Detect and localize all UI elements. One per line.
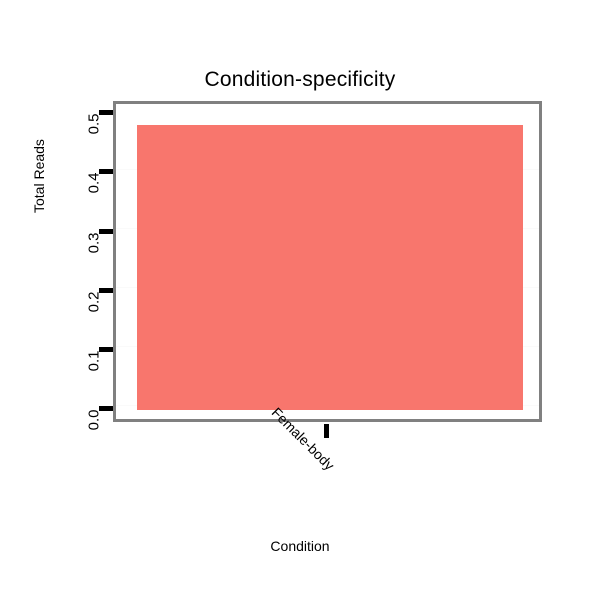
y-tick-label-0.3: 0.3 [85, 232, 103, 254]
y-tick-mark-0.1 [99, 347, 113, 352]
y-tick-mark-0.5 [99, 110, 113, 115]
y-axis-title: Total Reads [31, 139, 47, 213]
y-tick-label-0.2: 0.2 [85, 291, 103, 313]
x-tick-mark-female-body [324, 424, 329, 438]
y-tick-mark-0.4 [99, 169, 113, 174]
y-tick-mark-0.0 [99, 406, 113, 411]
y-tick-label-0.4: 0.4 [85, 172, 103, 194]
y-tick-mark-0.2 [99, 288, 113, 293]
y-tick-label-0.1: 0.1 [85, 350, 103, 372]
x-axis-title: Condition [270, 538, 330, 554]
y-tick-label-0.5: 0.5 [85, 113, 103, 135]
bar-female-body[interactable] [137, 125, 523, 410]
plot-panel [113, 101, 542, 422]
y-tick-mark-0.3 [99, 229, 113, 234]
y-tick-label-0.0: 0.0 [85, 409, 103, 431]
chart-title: Condition-specificity [204, 68, 396, 91]
